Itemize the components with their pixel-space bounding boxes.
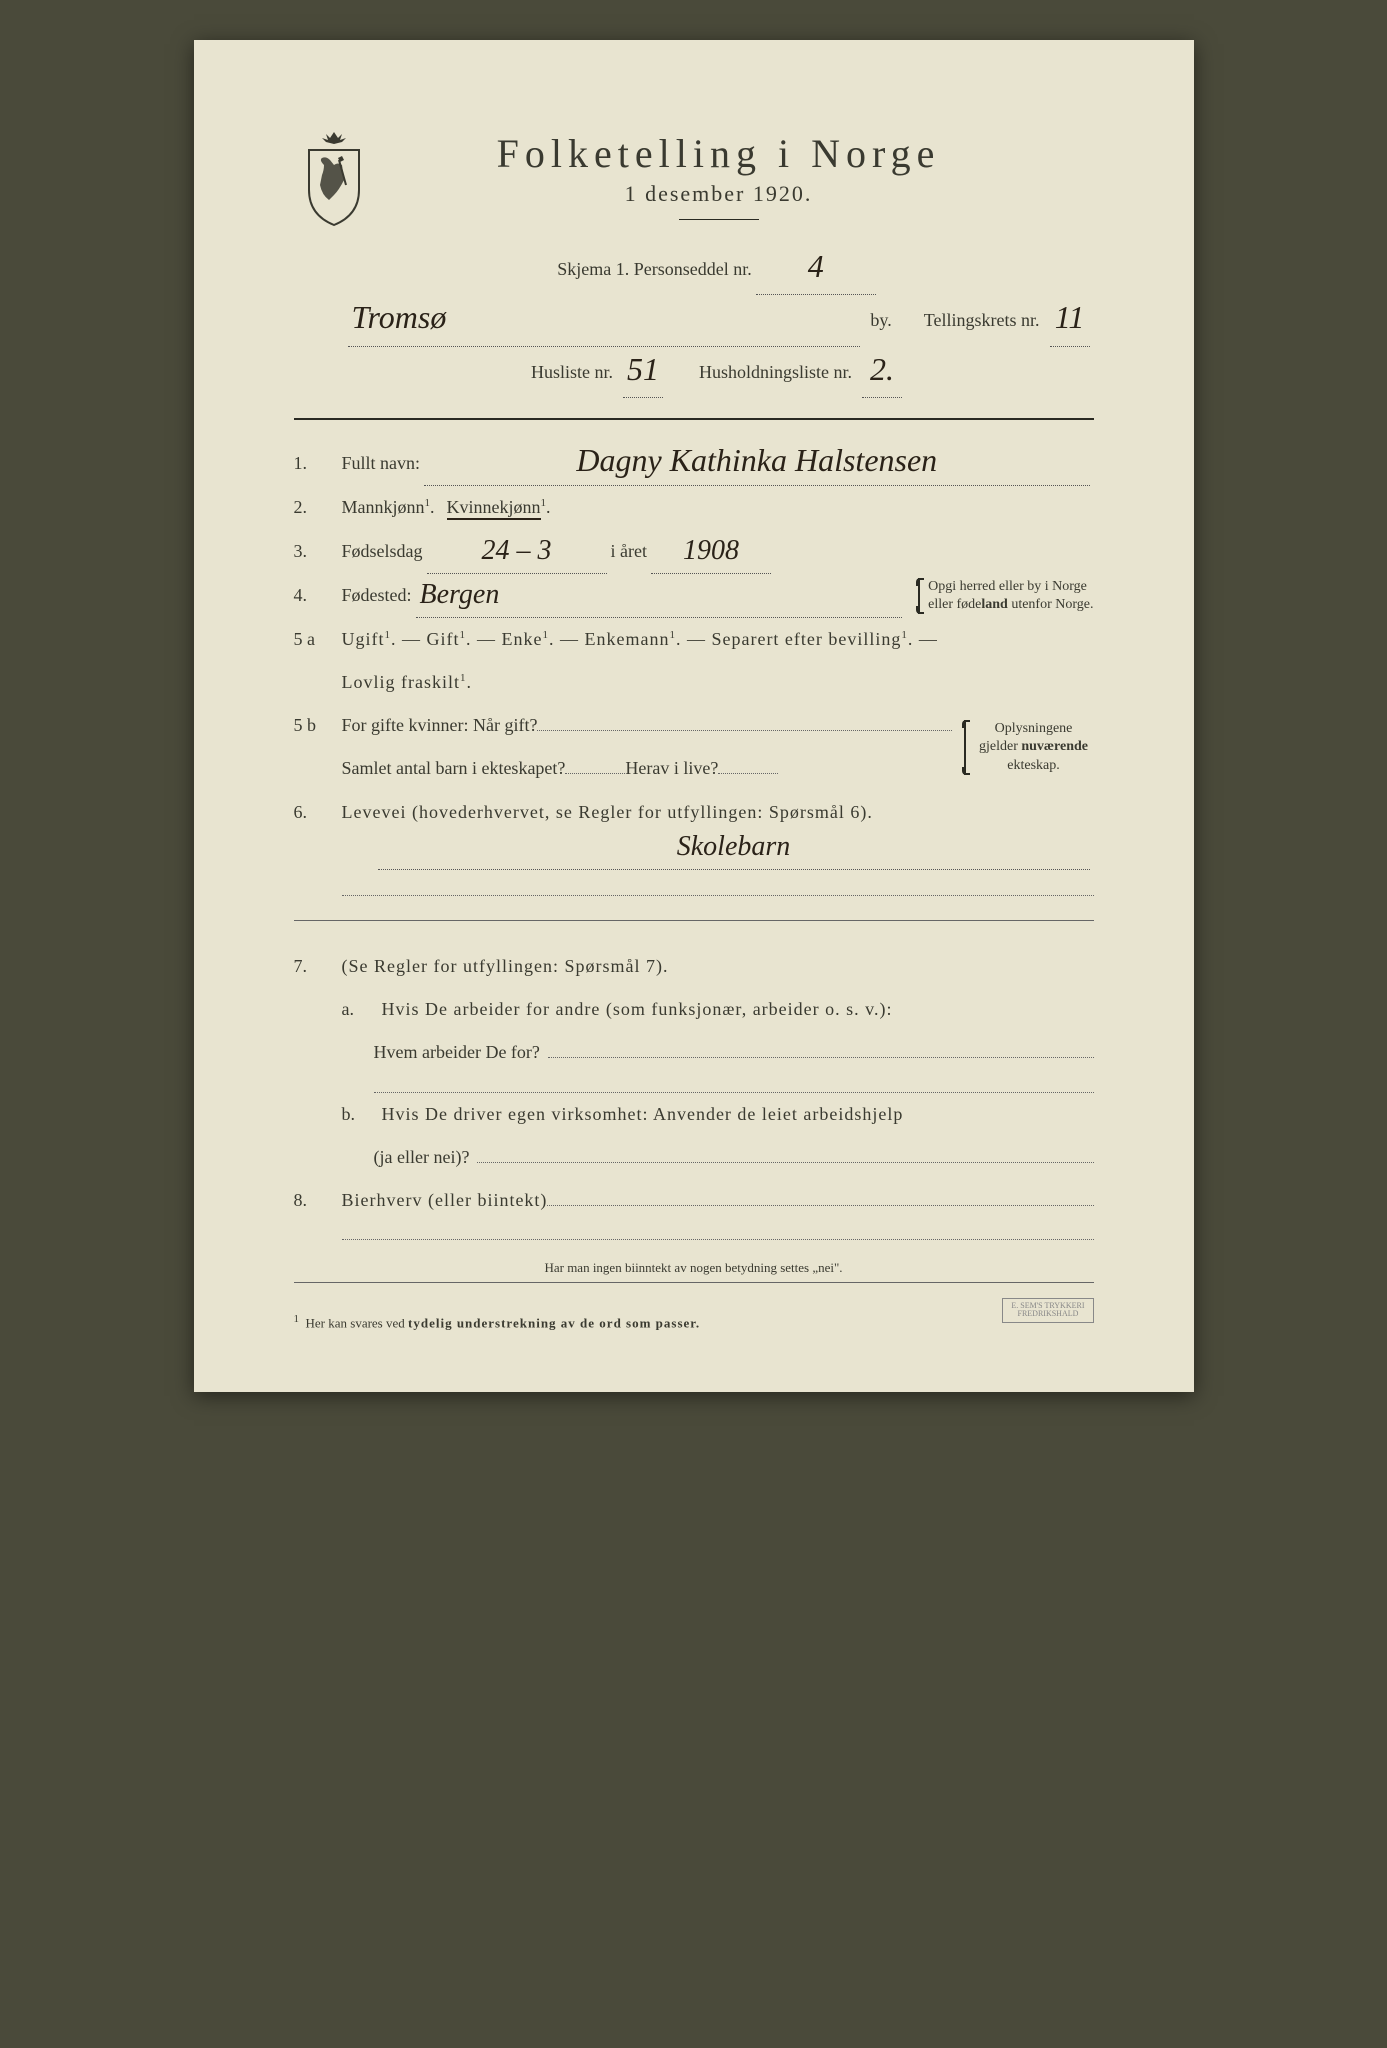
district-nr: 11 <box>1051 299 1089 335</box>
personseddel-line: Skjema 1. Personseddel nr. 4 <box>344 244 1094 295</box>
q7a-line2: Hvem arbeider De for? <box>374 1031 540 1074</box>
q4-num: 4. <box>294 574 334 617</box>
question-5a: 5 a Ugift1. — Gift1. — Enke1. — Enkemann… <box>294 618 1094 661</box>
form-label: Skjema 1. Personseddel nr. <box>557 244 751 294</box>
question-7: 7. (Se Regler for utfyllingen: Spørsmål … <box>294 945 1094 988</box>
question-7a-line2: Hvem arbeider De for? <box>294 1031 1094 1074</box>
question-2: 2. Mannkjønn1. Kvinnekjønn1. <box>294 486 1094 529</box>
question-5a-cont: Lovlig fraskilt1. <box>294 661 1094 704</box>
subtitle: 1 desember 1920. <box>344 181 1094 207</box>
q2-num: 2. <box>294 486 334 529</box>
q4-label: Fødested: <box>342 574 412 617</box>
q5b-label2: Samlet antal barn i ekteskapet? <box>342 747 566 790</box>
q7-intro: (Se Regler for utfyllingen: Spørsmål 7). <box>342 945 669 988</box>
printer-stamp: E. SEM'S TRYKKERIFREDRIKSHALD <box>1002 1298 1093 1324</box>
q8-blank <box>294 1222 1094 1240</box>
q7b-line2: (ja eller nei)? <box>374 1136 470 1179</box>
footnote-1: 1 Her kan svares ved tydelig understrekn… <box>294 1305 701 1331</box>
q5b-num: 5 b <box>294 704 334 747</box>
header-rule <box>294 418 1094 420</box>
nei-note: Har man ingen biinntekt av nogen betydni… <box>294 1260 1094 1276</box>
husholdning-nr: 2. <box>866 351 898 387</box>
question-7b: b. Hvis De driver egen virksomhet: Anven… <box>294 1093 1094 1136</box>
q1-fullname: Dagny Kathinka Halstensen <box>572 442 941 478</box>
header-section: Folketelling i Norge 1 desember 1920. Sk… <box>294 130 1094 398</box>
q7b-letter: b. <box>342 1093 374 1136</box>
district-label: Tellingskrets nr. <box>924 295 1040 345</box>
q4-value: Bergen <box>416 579 504 610</box>
q8-label: Bierhverv (eller biintekt) <box>342 1179 548 1222</box>
q2-mann: Mannkjønn1. <box>342 486 435 529</box>
q6-answer-line: Skolebarn <box>374 826 1094 870</box>
q6-value: Skolebarn <box>673 831 795 862</box>
footer-row: 1 Her kan svares ved tydelig understrekn… <box>294 1289 1094 1331</box>
q7a-letter: a. <box>342 988 374 1031</box>
q4-note: Opgi herred eller by i Norge eller fødel… <box>918 578 1093 614</box>
husliste-line: Husliste nr. 51 Husholdningsliste nr. 2. <box>344 347 1094 398</box>
q8-num: 8. <box>294 1179 334 1222</box>
q5b-label1: For gifte kvinner: Når gift? <box>342 704 538 747</box>
question-1: 1. Fullt navn: Dagny Kathinka Halstensen <box>294 442 1094 486</box>
q5b-label3: Herav i live? <box>625 747 718 790</box>
q5a-fraskilt: Lovlig fraskilt1. <box>342 661 472 704</box>
q1-num: 1. <box>294 442 334 485</box>
mid-rule <box>294 920 1094 921</box>
q5a-num: 5 a <box>294 618 334 661</box>
question-7a: a. Hvis De arbeider for andre (som funks… <box>294 988 1094 1031</box>
title-divider <box>679 219 759 220</box>
q3-day: 24 – 3 <box>478 535 556 566</box>
q7a-blank <box>294 1075 1094 1093</box>
city-district-line: Tromsø by. Tellingskrets nr. 11 <box>344 295 1094 346</box>
husholdning-label: Husholdningsliste nr. <box>699 347 852 397</box>
norwegian-coat-of-arms-icon <box>294 130 374 230</box>
question-4: 4. Fødested: Bergen Opgi herred eller by… <box>294 574 1094 618</box>
husliste-nr: 51 <box>623 351 663 387</box>
title-area: Folketelling i Norge 1 desember 1920. Sk… <box>294 130 1094 398</box>
by-label: by. <box>870 295 891 345</box>
question-5b: 5 b For gifte kvinner: Når gift? Samlet … <box>294 704 1094 790</box>
q3-label: Fødselsdag <box>342 530 423 573</box>
footer-rule <box>294 1282 1094 1283</box>
city-name: Tromsø <box>348 299 451 335</box>
question-3: 3. Fødselsdag 24 – 3 i året 1908 <box>294 530 1094 574</box>
q6-num: 6. <box>294 791 334 834</box>
q3-num: 3. <box>294 530 334 573</box>
q6-blank2 <box>294 878 1094 896</box>
husliste-label: Husliste nr. <box>531 347 613 397</box>
question-7b-line2: (ja eller nei)? <box>294 1136 1094 1179</box>
question-8: 8. Bierhverv (eller biintekt) <box>294 1179 1094 1222</box>
q7a-line1: Hvis De arbeider for andre (som funksjon… <box>382 988 893 1031</box>
q3-year: 1908 <box>679 535 743 566</box>
q7-num: 7. <box>294 945 334 988</box>
q3-year-label: i året <box>611 530 647 573</box>
census-form-document: Folketelling i Norge 1 desember 1920. Sk… <box>194 40 1194 1392</box>
personseddel-nr: 4 <box>804 248 828 284</box>
q1-label: Fullt navn: <box>342 442 421 485</box>
q2-kvinne: Kvinnekjønn1. <box>447 486 551 529</box>
q7b-line1: Hvis De driver egen virksomhet: Anvender… <box>382 1093 904 1136</box>
q5b-note: Oplysningene gjelder nuværende ekteskap. <box>964 720 1094 775</box>
main-title: Folketelling i Norge <box>344 130 1094 177</box>
q5a-options: Ugift1. — Gift1. — Enke1. — Enkemann1. —… <box>342 618 938 661</box>
